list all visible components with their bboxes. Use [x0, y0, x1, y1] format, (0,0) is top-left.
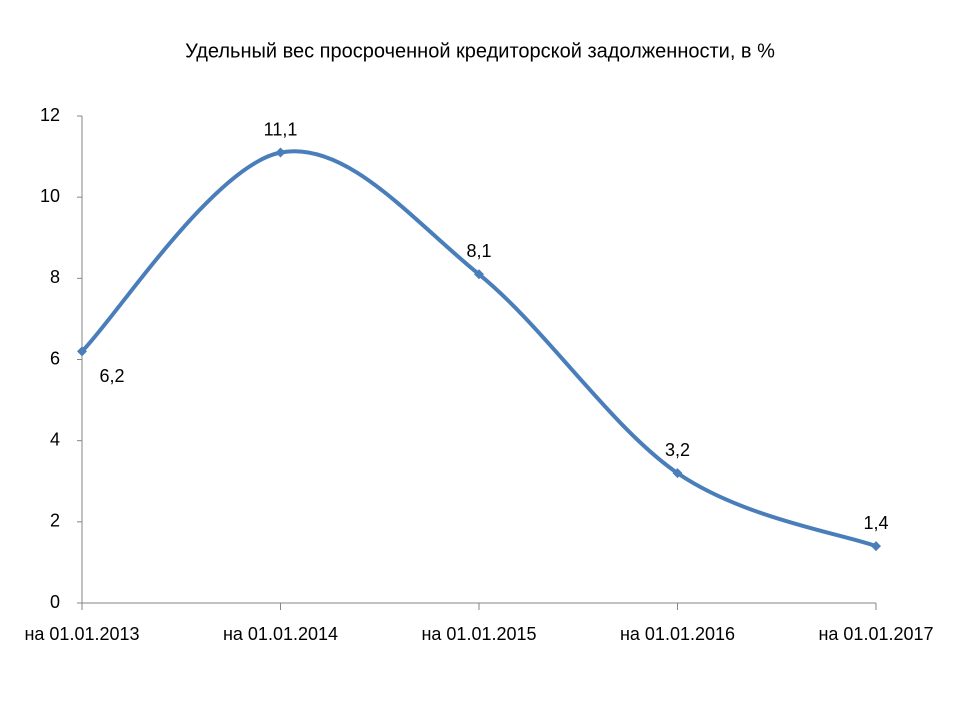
chart-title: Удельный вес просроченной кредиторской з…	[185, 40, 775, 62]
y-tick-label: 10	[40, 186, 60, 206]
value-label: 3,2	[665, 440, 690, 460]
x-tick-label: на 01.01.2017	[818, 624, 933, 644]
x-tick-label: на 01.01.2014	[223, 624, 338, 644]
y-tick-label: 0	[50, 592, 60, 612]
value-label: 11,1	[264, 119, 298, 139]
line-series	[80, 149, 878, 549]
value-label: 6,2	[99, 366, 124, 386]
value-label: 1,4	[863, 513, 888, 533]
marker	[672, 468, 683, 479]
y-tick-label: 6	[50, 348, 60, 368]
x-tick-label: на 01.01.2013	[24, 624, 139, 644]
marker	[275, 147, 286, 158]
marker	[77, 346, 87, 357]
y-tick-label: 4	[50, 429, 60, 449]
y-tick-label: 12	[40, 105, 60, 125]
x-tick-label: на 01.01.2015	[421, 624, 536, 644]
y-tick-label: 2	[50, 511, 60, 531]
y-tick-label: 8	[50, 267, 60, 287]
marker	[474, 269, 484, 280]
x-tick-label: на 01.01.2016	[620, 624, 735, 644]
marker	[871, 541, 881, 552]
value-label: 8,1	[466, 241, 491, 261]
